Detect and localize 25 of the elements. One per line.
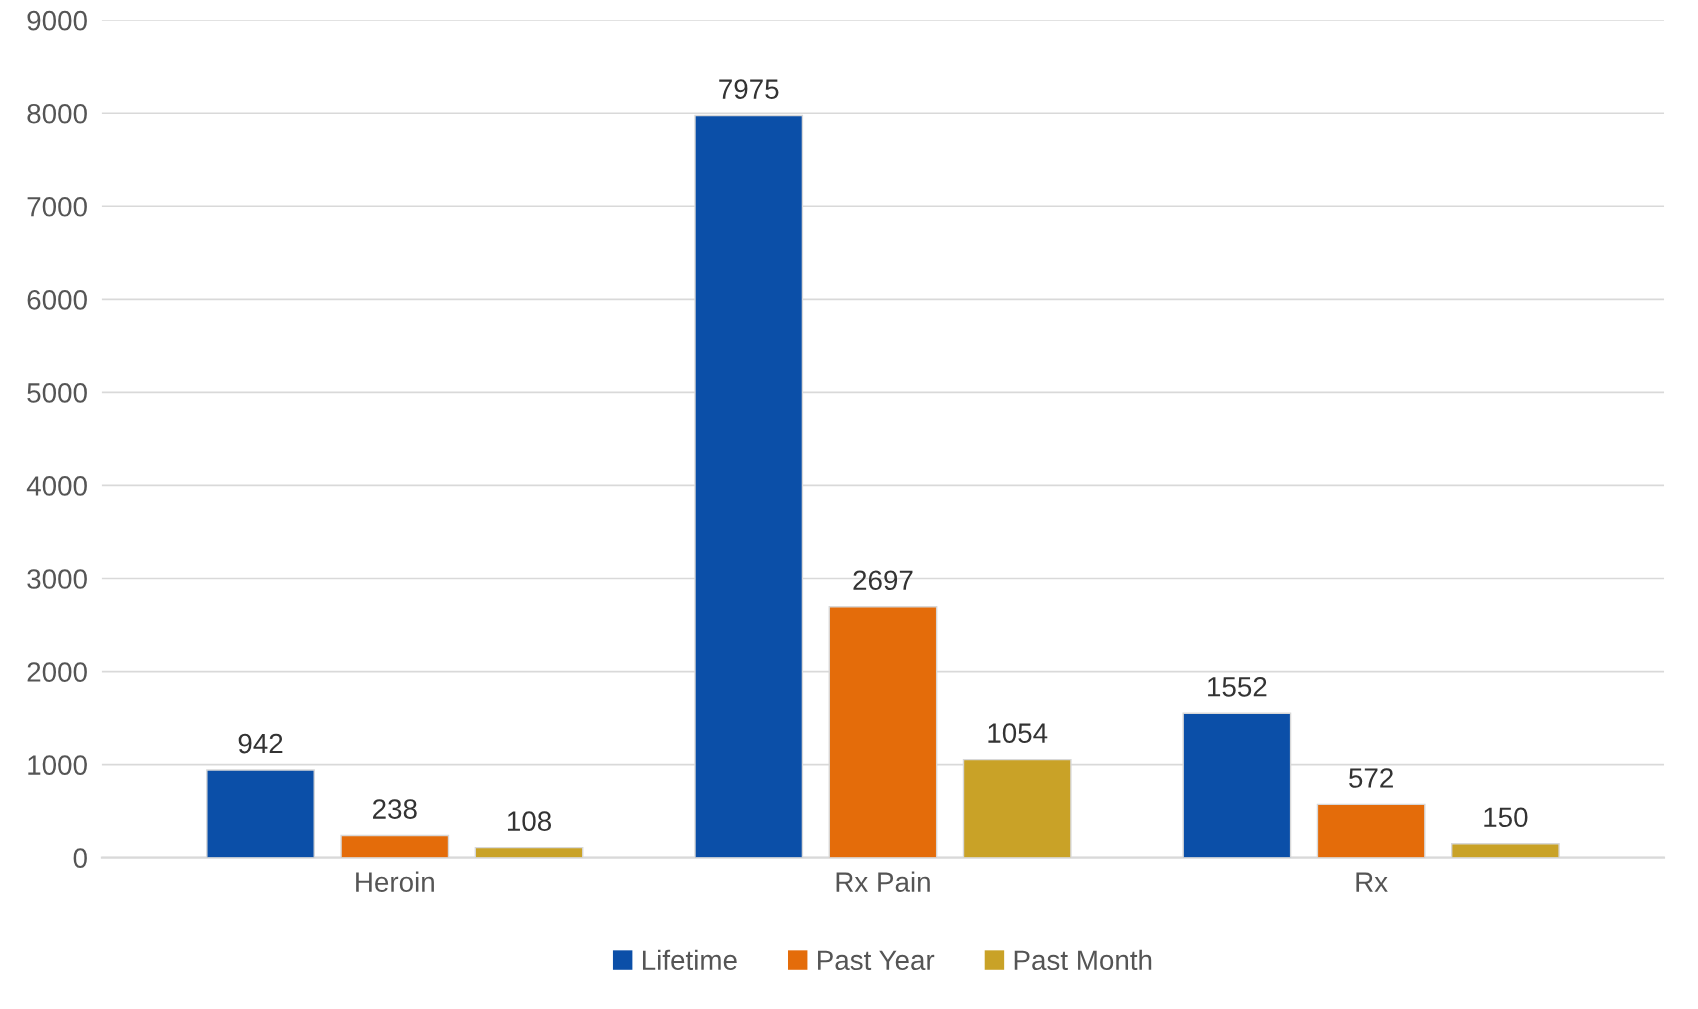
y-tick-label: 7000	[27, 196, 87, 217]
x-tick-label: Heroin	[356, 871, 434, 892]
legend-label: Lifetime	[643, 949, 737, 971]
data-label: 572	[1349, 768, 1393, 788]
y-tick-label: 4000	[26, 476, 87, 496]
data-label: 1552	[1208, 676, 1267, 697]
data-label: 7975	[719, 79, 779, 99]
y-tick-label: 3000	[27, 569, 87, 589]
x-tick-label: Rx	[1356, 872, 1388, 892]
y-tick-label: 1000	[28, 755, 87, 775]
legend-label: Past Month	[1014, 949, 1152, 971]
y-tick-label: 8000	[27, 103, 87, 124]
y-tick-label: 2000	[27, 662, 87, 682]
data-label: 942	[238, 733, 283, 754]
data-label: 238	[373, 799, 417, 819]
y-tick-label: 9000	[27, 10, 87, 31]
y-tick-label: 6000	[27, 290, 87, 310]
data-label: 2697	[853, 570, 913, 591]
x-tick-label: Rx Pain	[836, 871, 930, 892]
data-label: 108	[507, 811, 551, 831]
y-tick-label: 0	[73, 848, 87, 868]
data-label: 150	[1484, 807, 1528, 828]
legend-label: Past Year	[818, 950, 935, 971]
data-label: 1054	[988, 723, 1048, 743]
y-tick-label: 5000	[27, 383, 87, 403]
